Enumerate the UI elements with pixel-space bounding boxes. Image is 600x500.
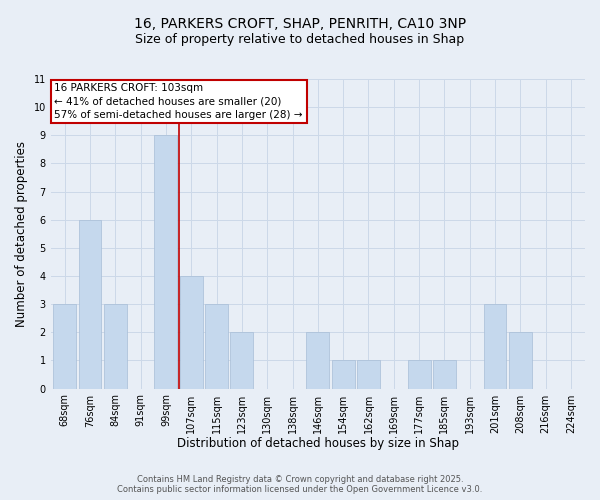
Text: 16, PARKERS CROFT, SHAP, PENRITH, CA10 3NP: 16, PARKERS CROFT, SHAP, PENRITH, CA10 3… [134, 18, 466, 32]
Bar [104, 304, 127, 388]
Bar [484, 304, 506, 388]
Text: Contains HM Land Registry data © Crown copyright and database right 2025.: Contains HM Land Registry data © Crown c… [137, 475, 463, 484]
X-axis label: Distribution of detached houses by size in Shap: Distribution of detached houses by size … [177, 437, 459, 450]
Bar [408, 360, 431, 388]
Bar [53, 304, 76, 388]
Bar [357, 360, 380, 388]
Bar [79, 220, 101, 388]
Bar [307, 332, 329, 388]
Text: Contains public sector information licensed under the Open Government Licence v3: Contains public sector information licen… [118, 485, 482, 494]
Bar [433, 360, 456, 388]
Text: Size of property relative to detached houses in Shap: Size of property relative to detached ho… [136, 32, 464, 46]
Text: 16 PARKERS CROFT: 103sqm
← 41% of detached houses are smaller (20)
57% of semi-d: 16 PARKERS CROFT: 103sqm ← 41% of detach… [55, 83, 303, 120]
Y-axis label: Number of detached properties: Number of detached properties [15, 141, 28, 327]
Bar [154, 136, 177, 388]
Bar [205, 304, 228, 388]
Bar [230, 332, 253, 388]
Bar [509, 332, 532, 388]
Bar [180, 276, 203, 388]
Bar [332, 360, 355, 388]
